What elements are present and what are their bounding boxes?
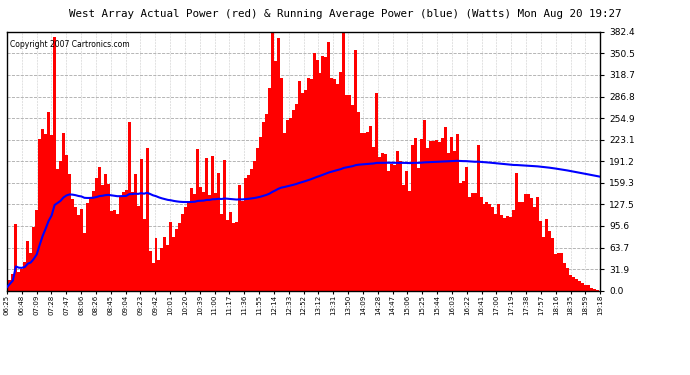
Text: Copyright 2007 Cartronics.com: Copyright 2007 Cartronics.com xyxy=(10,40,130,49)
Text: West Array Actual Power (red) & Running Average Power (blue) (Watts) Mon Aug 20 : West Array Actual Power (red) & Running … xyxy=(69,9,621,20)
